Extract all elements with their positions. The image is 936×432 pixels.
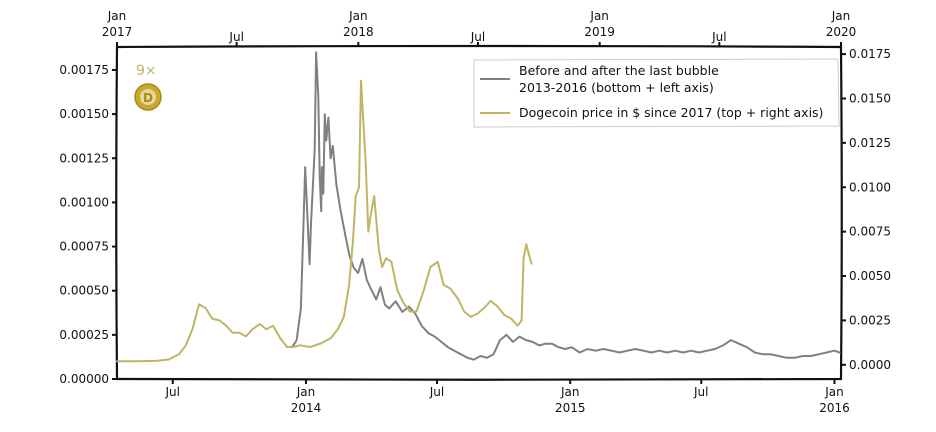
- dogecoin-letter-icon: D: [143, 91, 153, 105]
- plot-frame: [115, 44, 843, 381]
- left-tick-label: 0.00075: [59, 240, 109, 254]
- right-tick-label: 0.0100: [849, 180, 891, 194]
- bottom-tick-year: 2014: [291, 401, 322, 415]
- bottom-tick-label: Jan: [824, 385, 844, 399]
- left-tick-label: 0.00150: [59, 107, 109, 121]
- bottom-tick-label: Jul: [693, 385, 708, 399]
- series-layer: [116, 51, 841, 363]
- top-tick-year: 2019: [584, 25, 615, 39]
- right-tick-label: 0.0050: [849, 269, 891, 283]
- top-tick-label: Jan: [831, 9, 851, 23]
- top-tick-label: Jan: [348, 9, 368, 23]
- bottom-tick-label: Jul: [429, 385, 444, 399]
- right-tick-label: 0.0150: [849, 91, 891, 105]
- series-line-gray: [291, 51, 841, 361]
- legend-gray-line1: Before and after the last bubble: [519, 63, 719, 78]
- top-tick-year: 2018: [343, 25, 374, 39]
- bottom-tick-year: 2016: [819, 401, 850, 415]
- series-line-gold: [116, 79, 533, 363]
- bottom-tick-label: Jan: [296, 385, 316, 399]
- right-tick-label: 0.0175: [849, 47, 891, 61]
- left-tick-label: 0.00175: [59, 63, 109, 77]
- left-tick-label: 0.00025: [59, 328, 109, 342]
- legend-box: [473, 58, 840, 128]
- right-tick-label: 0.0075: [849, 225, 891, 239]
- dogecoin-face-icon: [140, 89, 156, 105]
- right-tick-label: 0.0125: [849, 136, 891, 150]
- left-tick-label: 0.00125: [59, 151, 109, 165]
- left-tick-label: 0.00100: [59, 195, 109, 209]
- plot-border: [115, 44, 843, 381]
- bottom-tick-label: Jan: [560, 385, 580, 399]
- legend: Before and after the last bubble 2013-20…: [473, 58, 840, 128]
- top-tick-year: 2017: [102, 25, 133, 39]
- top-tick-label: Jan: [589, 9, 609, 23]
- right-tick-label: 0.0025: [849, 313, 891, 327]
- badge-multiplier: 9×: [136, 63, 157, 79]
- top-tick-label: Jul: [228, 30, 243, 44]
- right-tick-label: 0.0000: [849, 358, 891, 372]
- legend-gray-line2: 2013-2016 (bottom + left axis): [519, 80, 714, 95]
- dogecoin-badge: 9× D: [134, 63, 162, 111]
- top-tick-label: Jan: [107, 9, 127, 23]
- left-tick-label: 0.00050: [59, 284, 109, 298]
- top-tick-label: Jul: [470, 30, 485, 44]
- legend-gold-label: Dogecoin price in $ since 2017 (top + ri…: [519, 105, 823, 120]
- bottom-tick-label: Jul: [165, 385, 180, 399]
- top-tick-year: 2020: [826, 25, 857, 39]
- left-tick-label: 0.00000: [59, 372, 109, 386]
- axes-layer: Jul Jan 2014 Jul Jan 2015 Jul Jan 2016 Jan 2017 Jul…: [59, 9, 891, 415]
- top-tick-label: Jul: [711, 30, 726, 44]
- bottom-tick-year: 2015: [555, 401, 586, 415]
